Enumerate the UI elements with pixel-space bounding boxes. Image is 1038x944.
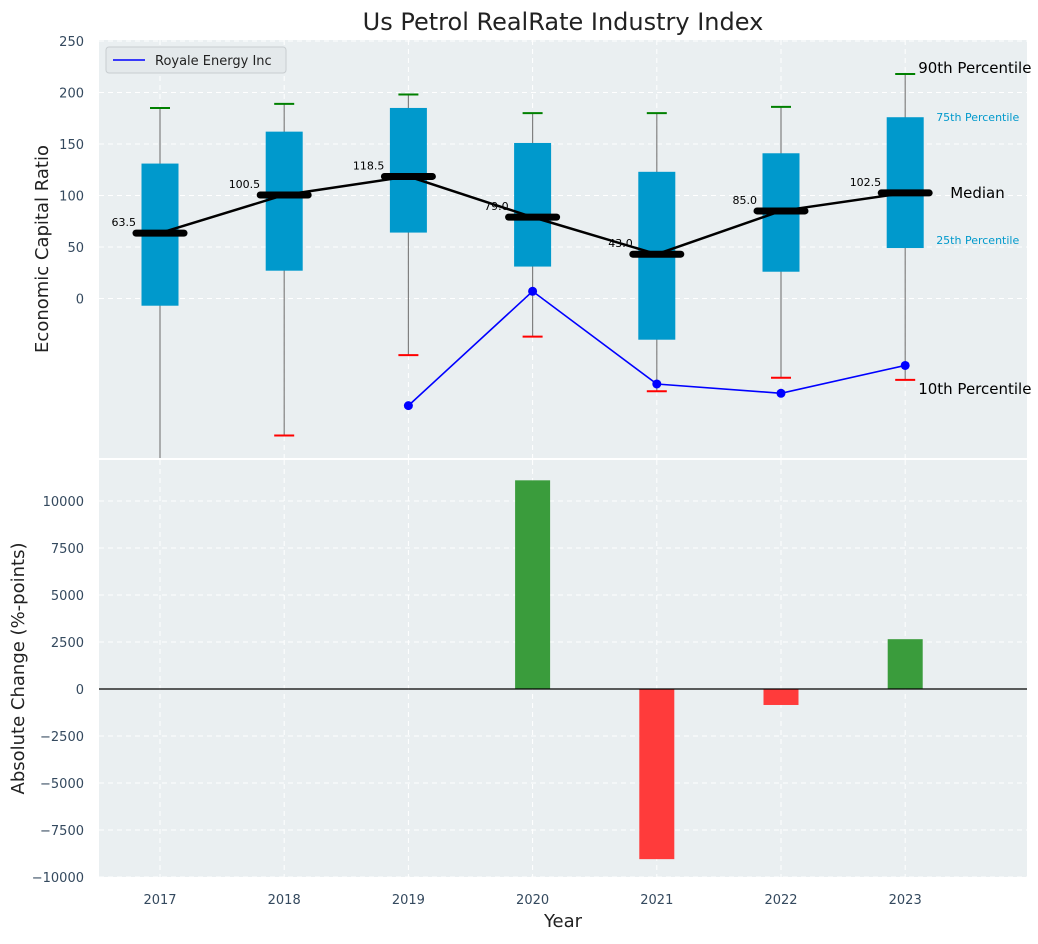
change-bar <box>639 689 675 860</box>
legend-entry-label: Royale Energy Inc <box>155 54 272 69</box>
change-bar <box>515 480 551 689</box>
bottom-y-tick-label: 10000 <box>43 495 84 510</box>
top-y-tick-label: 150 <box>59 138 84 153</box>
median-value-label: 100.5 <box>229 178 261 191</box>
x-tick-label: 2022 <box>764 893 797 908</box>
p10-annotation: 10th Percentile <box>918 380 1031 398</box>
median-value-label: 79.0 <box>484 200 509 213</box>
chart-title: Us Petrol RealRate Industry Index <box>363 8 764 36</box>
top-y-tick-label: 200 <box>59 87 84 102</box>
top-panel: 0 50 100 150 200 250 Economic Capital Ratio 63.… <box>32 35 1031 460</box>
company-series-point <box>652 379 662 389</box>
top-y-tick-label: 250 <box>59 35 84 50</box>
legend: Royale Energy Inc <box>105 46 287 74</box>
x-tick-label: 2017 <box>143 893 176 908</box>
iqr-box <box>886 117 924 249</box>
bottom-plot-background <box>99 460 1027 877</box>
change-bar <box>887 639 923 689</box>
median-value-label: 102.5 <box>850 176 882 189</box>
x-tick-label: 2018 <box>268 893 301 908</box>
p90-annotation: 90th Percentile <box>918 59 1031 77</box>
bottom-y-tick-label: −10000 <box>32 871 84 886</box>
p75-annotation: 75th Percentile <box>936 111 1019 124</box>
bottom-y-tick-label: 0 <box>76 683 84 698</box>
top-plot-background <box>99 40 1027 458</box>
legend-box <box>105 46 287 74</box>
median-annotation: Median <box>950 184 1005 202</box>
iqr-box <box>265 131 303 271</box>
iqr-box <box>389 107 427 233</box>
company-series-point <box>900 360 910 370</box>
bottom-y-tick-label: −2500 <box>40 730 84 745</box>
company-series-point <box>528 286 538 296</box>
median-value-label: 85.0 <box>733 194 758 207</box>
iqr-box <box>514 142 552 267</box>
bottom-panel: −10000 −7500 −5000 −2500 0 2500 5000 7500 10000 A… <box>8 460 1027 932</box>
change-bar <box>763 689 799 705</box>
bottom-y-tick-label: −7500 <box>40 824 84 839</box>
p25-annotation: 25th Percentile <box>936 234 1019 247</box>
top-y-tick-label: 0 <box>76 293 84 308</box>
top-y-tick-label: 50 <box>67 241 84 256</box>
median-value-label: 63.5 <box>112 216 137 229</box>
bottom-y-tick-label: 5000 <box>51 589 84 604</box>
bottom-y-axis-title: Absolute Change (%-points) <box>8 543 29 795</box>
x-tick-label: 2020 <box>516 893 549 908</box>
median-value-label: 43.0 <box>608 237 633 250</box>
top-y-tick-label: 100 <box>59 190 84 205</box>
company-series-point <box>403 401 413 411</box>
bottom-y-tick-label: −5000 <box>40 777 84 792</box>
x-tick-label: 2021 <box>640 893 673 908</box>
x-axis-title: Year <box>543 911 583 932</box>
bottom-y-tick-label: 7500 <box>51 542 84 557</box>
top-y-axis-title: Economic Capital Ratio <box>32 145 53 353</box>
x-tick-label: 2023 <box>889 893 922 908</box>
x-tick-label: 2019 <box>392 893 425 908</box>
bottom-y-tick-label: 2500 <box>51 636 84 651</box>
median-value-label: 118.5 <box>353 159 385 172</box>
company-series-point <box>776 388 786 398</box>
